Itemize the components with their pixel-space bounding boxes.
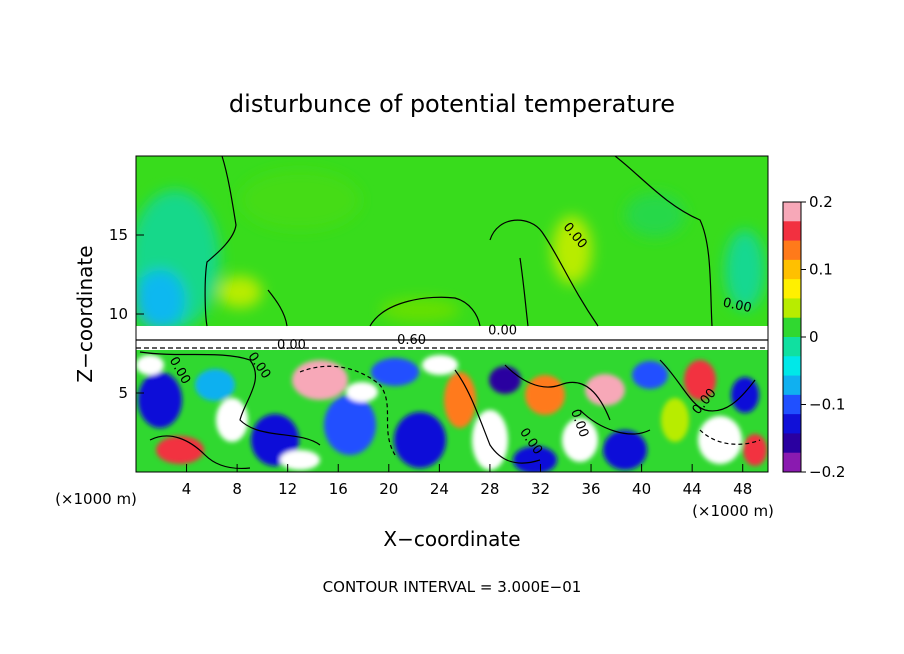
x-tick-label: 44	[683, 480, 702, 498]
y-axis-title: Z−coordinate	[73, 245, 97, 382]
colorbar-tick-label: 0.1	[809, 261, 833, 279]
x-tick-label: 28	[480, 480, 499, 498]
colorbar-swatch	[783, 298, 801, 319]
colorbar-swatch	[783, 356, 801, 377]
x-tick-label: 4	[182, 480, 192, 498]
x-tick-label: 48	[733, 480, 752, 498]
x-axis-unit-left: (×1000 m)	[55, 490, 137, 508]
x-tick-label: 36	[581, 480, 600, 498]
colorbar-tick-label: 0	[809, 328, 819, 346]
contour-label: 0.00	[488, 324, 517, 339]
x-tick-label: 24	[430, 480, 449, 498]
contour-lines	[136, 156, 768, 470]
colorbar-swatch	[783, 337, 801, 357]
y-tick-label: 15	[109, 226, 128, 244]
x-tick-label: 20	[379, 480, 398, 498]
x-tick-label: 40	[632, 480, 651, 498]
y-tick-label: 10	[109, 305, 128, 323]
colorbar: 0.2 0.1 0 −0.1 −0.2	[782, 193, 845, 481]
lower-field-blobs	[136, 355, 767, 472]
y-axis: 5 10 15	[109, 226, 144, 402]
contour-label: 0.00	[277, 338, 306, 353]
colorbar-swatch	[783, 394, 801, 415]
colorbar-swatch	[783, 202, 801, 222]
x-tick-label: 12	[278, 480, 297, 498]
contour-label: 0.60	[397, 333, 426, 348]
x-tick-label: 16	[329, 480, 348, 498]
chart-title: disturbunce of potential temperature	[229, 90, 675, 118]
y-tick-label: 5	[118, 384, 128, 402]
colorbar-swatch	[783, 317, 801, 338]
colorbar-tick-label: −0.2	[809, 463, 845, 481]
colorbar-swatch	[783, 259, 801, 280]
colorbar-swatch	[783, 414, 801, 434]
contour-labels: 0.000.000.00 0.600.000.000.000.000.000.00	[166, 220, 753, 458]
contour-label: 0.00	[721, 295, 752, 316]
colorbar-swatch	[783, 279, 801, 299]
plot-area: 0.000.000.00 0.600.000.000.000.000.000.00	[136, 156, 768, 472]
x-tick-label: 8	[232, 480, 242, 498]
x-tick-label: 32	[531, 480, 550, 498]
x-axis-title: X−coordinate	[383, 527, 520, 551]
colorbar-swatch	[783, 452, 801, 473]
transition-band	[136, 326, 768, 350]
x-axis: 4 8 12 16 20 24 28 32 36 40 44 48	[182, 464, 752, 498]
x-axis-unit-right: (×1000 m)	[692, 502, 774, 520]
contour-interval-note: CONTOUR INTERVAL = 3.000E−01	[323, 578, 582, 596]
colorbar-tick-label: −0.1	[809, 396, 845, 414]
colorbar-tick-label: 0.2	[809, 193, 833, 211]
colorbar-swatch	[783, 221, 801, 242]
colorbar-swatch	[783, 433, 801, 454]
colorbar-swatch	[783, 375, 801, 396]
colorbar-swatch	[783, 240, 801, 261]
